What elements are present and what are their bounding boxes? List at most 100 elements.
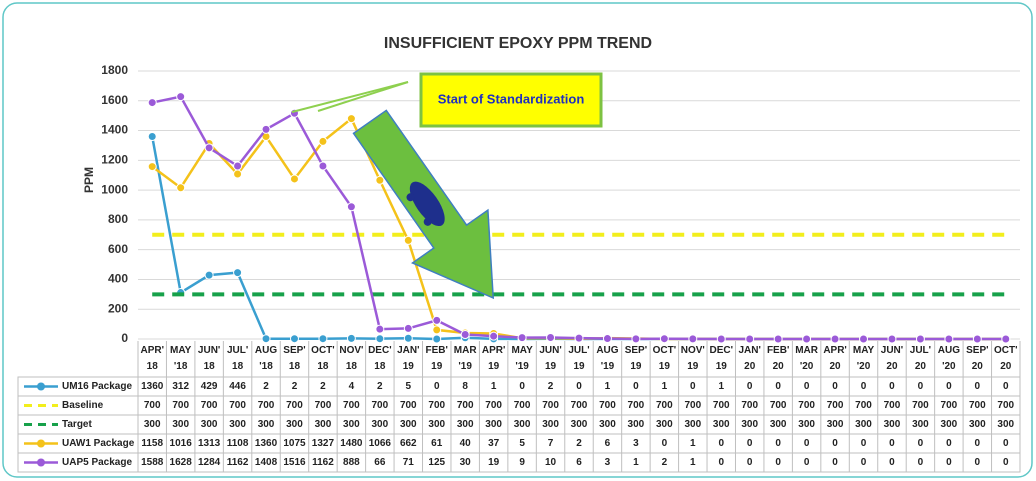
- table-cell: 700: [571, 400, 588, 411]
- data-point: [233, 161, 243, 171]
- table-cell: 2: [662, 457, 668, 468]
- table-cell: 312: [172, 381, 189, 392]
- x-tick-label: NOV' 19: [681, 345, 705, 372]
- table-cell: 1108: [227, 438, 249, 449]
- y-tick-label: 800: [108, 212, 128, 226]
- x-tick-label: AUG '20: [938, 345, 960, 372]
- data-point: [716, 334, 726, 344]
- table-cell: 300: [144, 419, 161, 430]
- data-point: [403, 323, 413, 333]
- table-cell: 700: [371, 400, 388, 411]
- table-cell: 700: [741, 400, 758, 411]
- x-tick-label: NOV' 18: [339, 345, 363, 372]
- table-cell: 300: [628, 419, 645, 430]
- data-point: [830, 334, 840, 344]
- table-cell: 0: [861, 438, 867, 449]
- x-tick-label: JUN' 20: [881, 345, 903, 372]
- data-point: [403, 333, 413, 343]
- trend-arrow: [352, 109, 495, 300]
- table-cell: 3: [605, 457, 611, 468]
- data-point: [403, 235, 413, 245]
- x-tick-label: MAY '20: [853, 345, 875, 372]
- x-tick-label: MAR '19: [454, 345, 478, 372]
- table-cell: 700: [542, 400, 559, 411]
- data-point: [176, 183, 186, 193]
- table-cell: 300: [457, 419, 474, 430]
- car-wheel: [406, 193, 415, 202]
- x-tick-label: APR' 20: [823, 345, 847, 372]
- table-cell: 700: [713, 400, 730, 411]
- x-tick-label: JUN' 19: [539, 345, 561, 372]
- table-cell: 0: [946, 381, 952, 392]
- data-point: [261, 124, 271, 134]
- data-point: [432, 334, 442, 344]
- legend-label: Baseline: [62, 400, 104, 411]
- table-cell: 300: [400, 419, 417, 430]
- table-cell: 1: [690, 438, 696, 449]
- table-cell: 0: [747, 457, 753, 468]
- data-point: [489, 331, 499, 341]
- table-cell: 0: [889, 438, 895, 449]
- table-cell: 700: [912, 400, 929, 411]
- y-tick-label: 400: [108, 272, 128, 286]
- data-point: [233, 268, 243, 278]
- data-point: [517, 333, 527, 343]
- table-cell: 300: [315, 419, 332, 430]
- table-cell: 8: [462, 381, 468, 392]
- table-cell: 300: [542, 419, 559, 430]
- data-point: [261, 334, 271, 344]
- data-point: [375, 334, 385, 344]
- x-tick-label: AUG '19: [596, 345, 618, 372]
- table-cell: 0: [832, 457, 838, 468]
- legend-marker: [37, 458, 45, 467]
- table-cell: 300: [941, 419, 958, 430]
- table-cell: 1360: [141, 381, 164, 392]
- table-cell: 1158: [141, 438, 163, 449]
- data-point: [375, 175, 385, 185]
- annotation-text: Start of Standardization: [438, 91, 585, 106]
- data-point: [972, 334, 982, 344]
- legend-label: UAW1 Package: [62, 438, 135, 449]
- table-cell: 1628: [170, 457, 193, 468]
- table-cell: 5: [406, 381, 412, 392]
- table-cell: 300: [770, 419, 787, 430]
- data-point: [773, 334, 783, 344]
- table-cell: 0: [804, 438, 810, 449]
- table-cell: 300: [656, 419, 673, 430]
- table-cell: 1162: [312, 457, 334, 468]
- data-point: [432, 315, 442, 325]
- data-point: [602, 334, 612, 344]
- data-point: [460, 330, 470, 340]
- data-point: [233, 169, 243, 179]
- table-cell: 0: [775, 438, 781, 449]
- table-cell: 700: [656, 400, 673, 411]
- car-icon: [409, 181, 445, 227]
- data-point: [289, 174, 299, 184]
- data-point: [915, 334, 925, 344]
- table-cell: 700: [144, 400, 161, 411]
- x-tick-label: JAN' 20: [739, 345, 761, 372]
- table-cell: 700: [969, 400, 986, 411]
- table-cell: 700: [172, 400, 189, 411]
- table-cell: 0: [1003, 457, 1009, 468]
- table-cell: 19: [488, 457, 500, 468]
- table-cell: 0: [861, 457, 867, 468]
- data-point: [944, 334, 954, 344]
- data-point: [318, 334, 328, 344]
- table-cell: 40: [460, 438, 472, 449]
- legend-label: UAP5 Package: [62, 457, 132, 468]
- table-cell: 0: [975, 438, 981, 449]
- x-tick-label: OCT' 20: [994, 345, 1018, 372]
- table-cell: 0: [804, 457, 810, 468]
- table-cell: 700: [827, 400, 844, 411]
- x-tick-label: SEP' 18: [283, 345, 305, 372]
- table-cell: 300: [172, 419, 189, 430]
- table-cell: 1075: [283, 438, 306, 449]
- data-point: [147, 132, 157, 142]
- table-cell: 2: [263, 381, 269, 392]
- table-cell: 0: [918, 457, 924, 468]
- table-cell: 662: [400, 438, 417, 449]
- table-cell: 300: [599, 419, 616, 430]
- table-cell: 1016: [170, 438, 193, 449]
- x-tick-label: DEC' 18: [368, 345, 392, 372]
